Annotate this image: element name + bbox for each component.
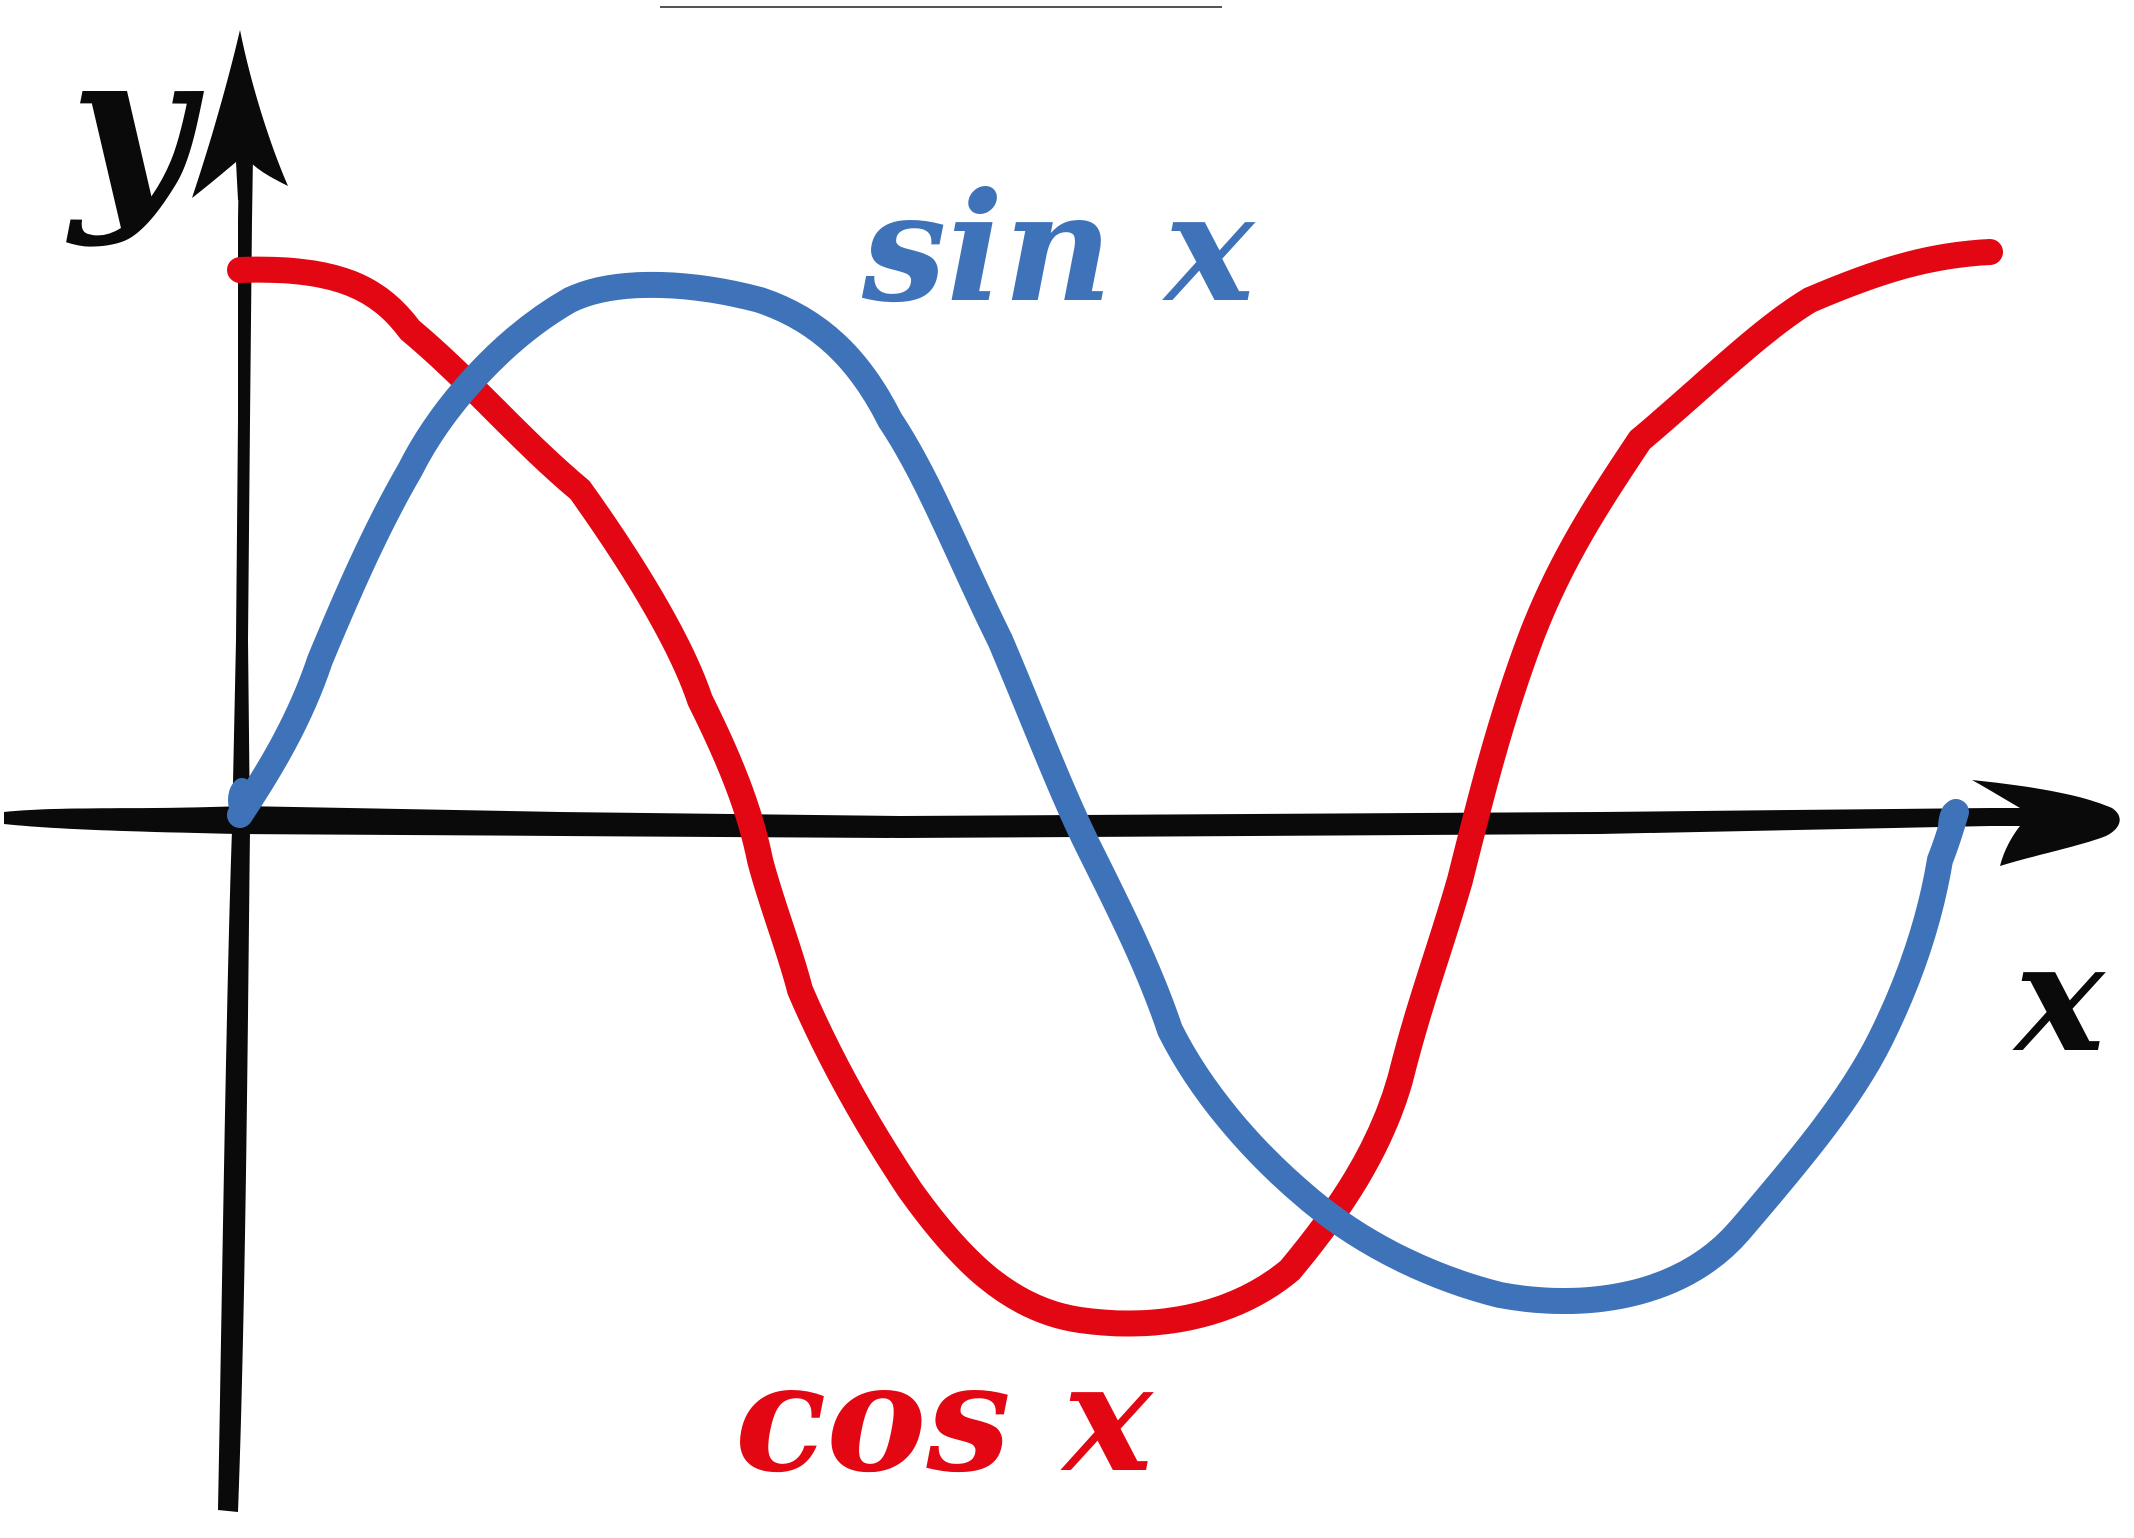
y-axis-arrowhead bbox=[192, 30, 288, 200]
sin-curve-end-cap bbox=[1938, 802, 1962, 854]
x-axis-arrowhead bbox=[1972, 780, 2120, 866]
y-axis-label: y bbox=[66, 3, 205, 250]
sin-curve-start-cap bbox=[228, 778, 256, 822]
sin-curve bbox=[227, 271, 1969, 1314]
cos-curve bbox=[227, 239, 2003, 1337]
x-axis-line bbox=[4, 806, 1990, 838]
cos-label: cos x bbox=[735, 1330, 1154, 1506]
sin-label: sin x bbox=[861, 160, 1256, 336]
x-axis-label: x bbox=[2012, 910, 2106, 1086]
